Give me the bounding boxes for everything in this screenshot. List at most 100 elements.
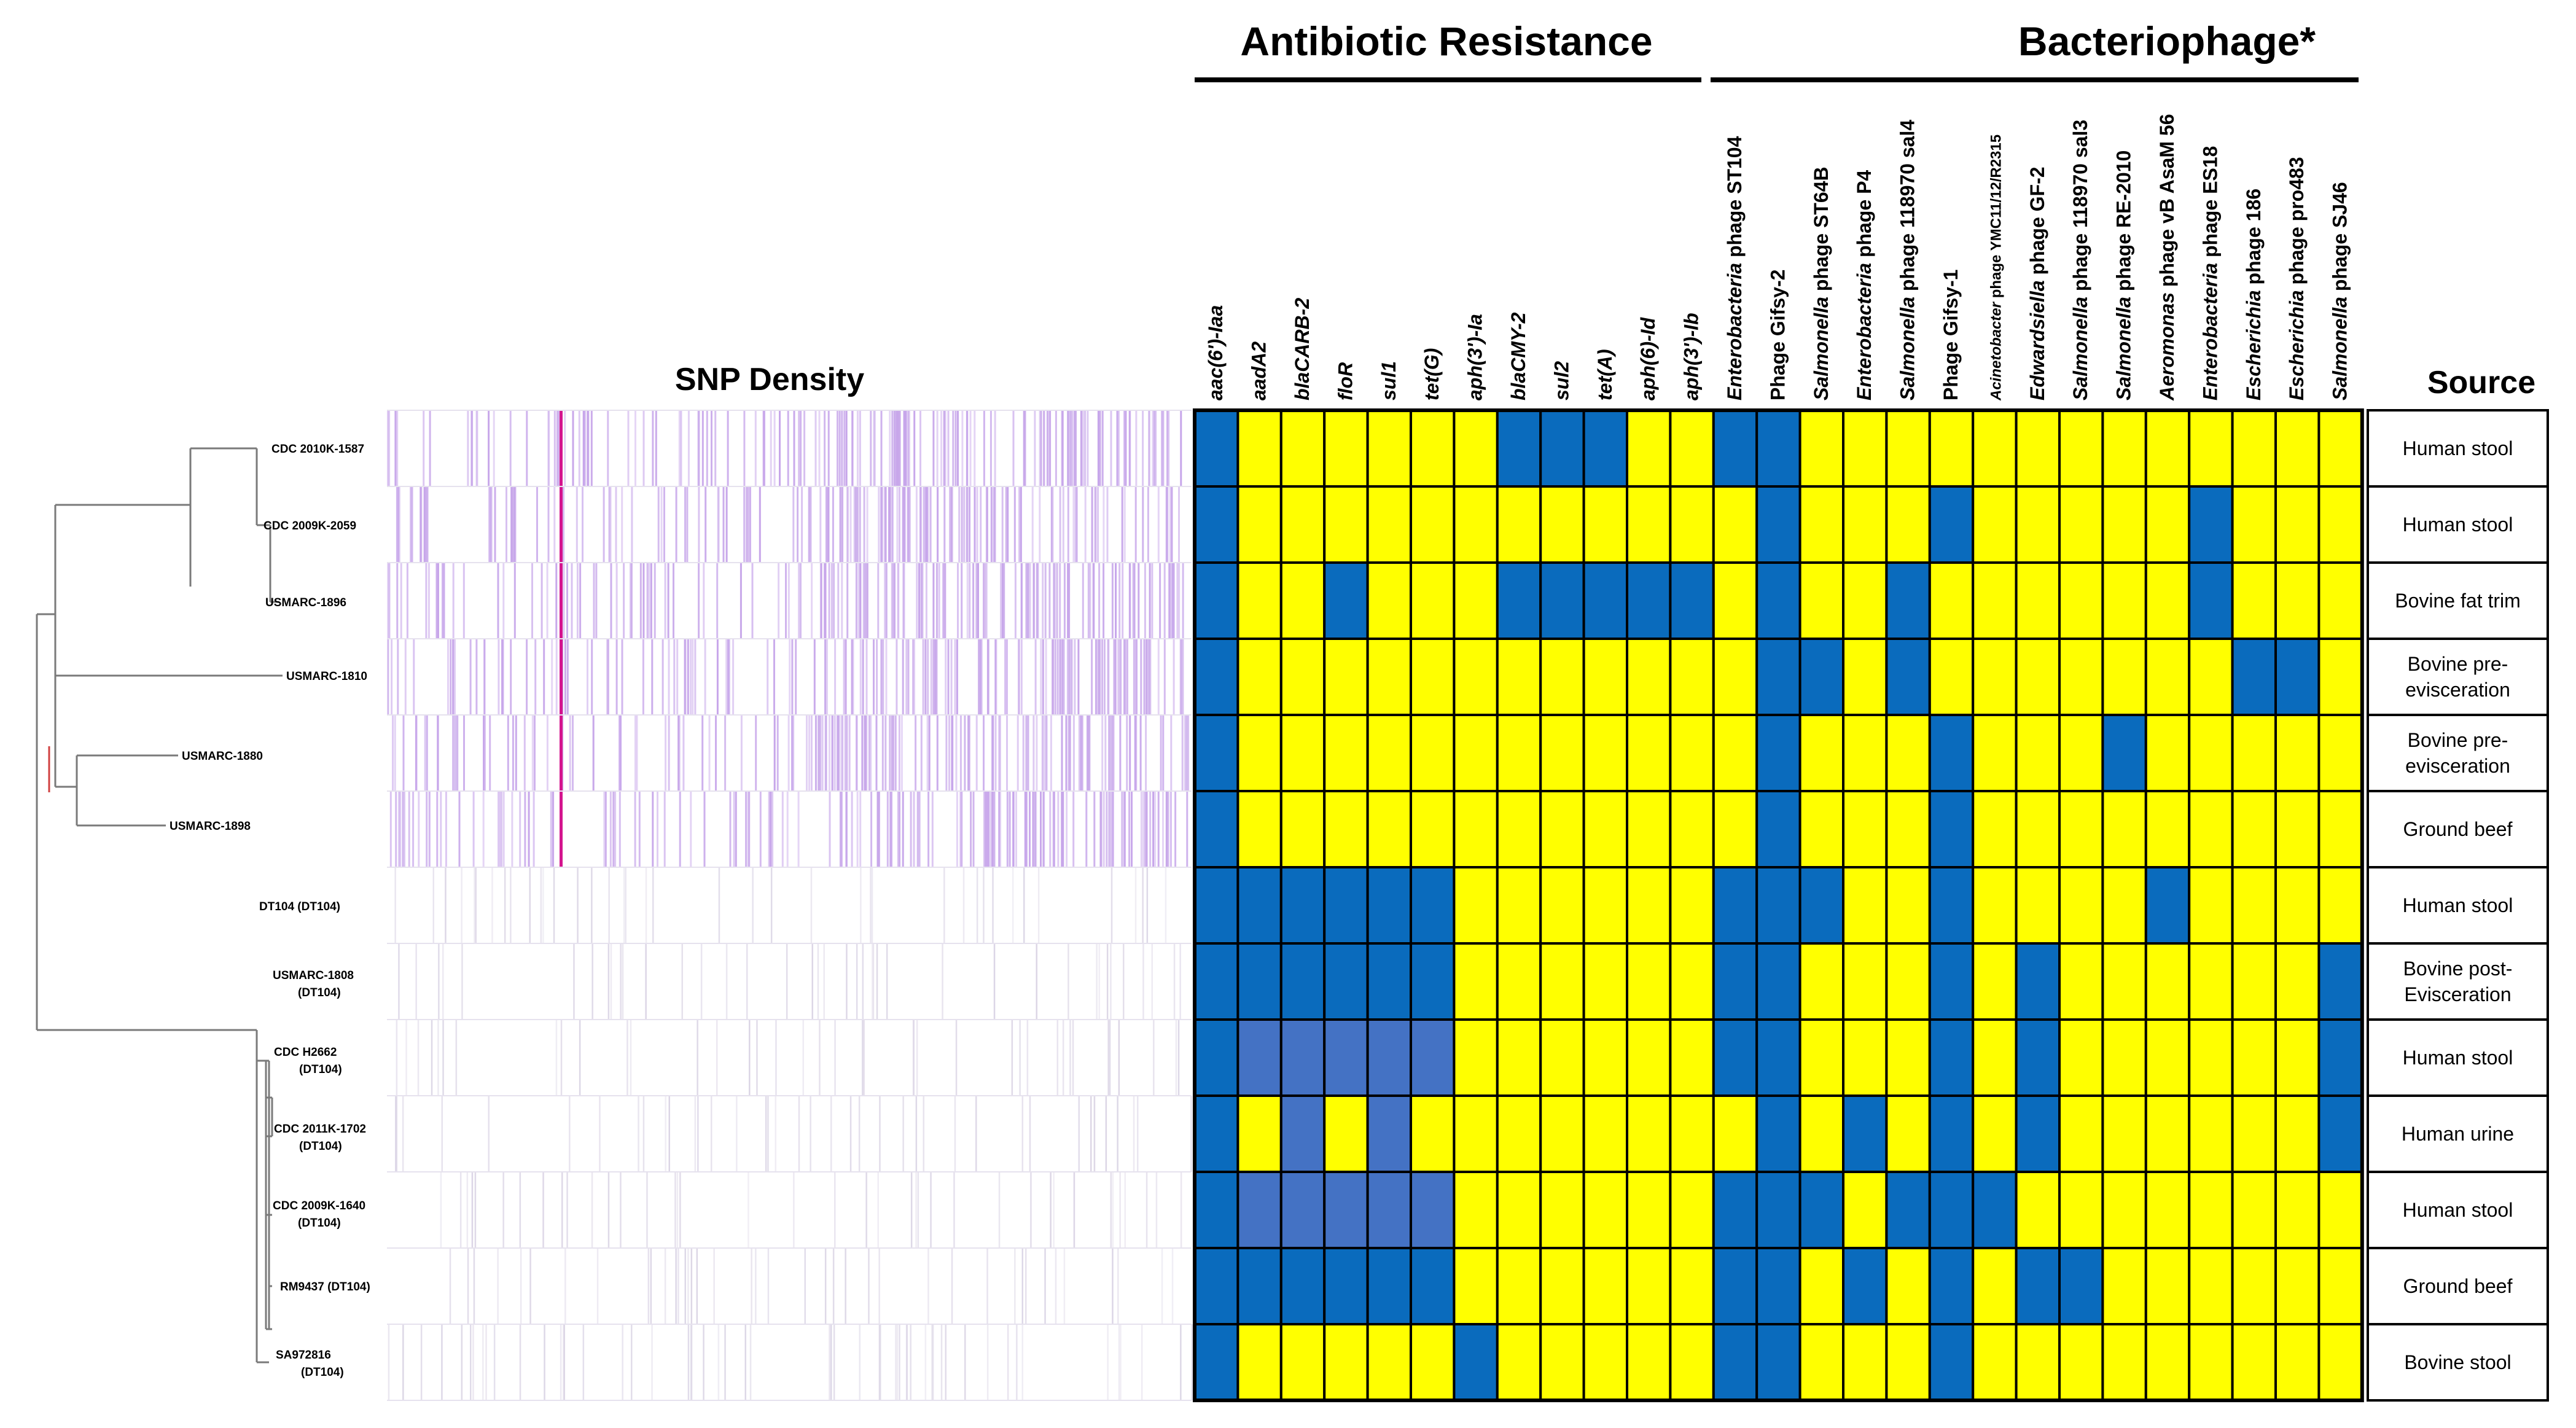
snp-tick	[564, 639, 566, 715]
antibiotic-cell	[1496, 561, 1542, 640]
snp-tick	[998, 715, 1000, 791]
snp-tick	[667, 563, 669, 639]
snp-tick	[630, 563, 633, 639]
snp-tick	[694, 639, 697, 715]
snp-tick	[824, 563, 825, 639]
snp-tick	[1042, 639, 1044, 715]
snp-tick	[1123, 943, 1125, 1020]
antibiotic-cell	[1539, 1171, 1585, 1249]
snp-tick	[795, 639, 797, 715]
snp-tick	[859, 639, 862, 715]
snp-tick	[820, 563, 822, 639]
snp-tick	[472, 791, 475, 867]
snp-tick	[978, 639, 980, 715]
phage-cell	[2144, 790, 2191, 868]
snp-tick	[833, 715, 836, 791]
snp-tick	[966, 563, 969, 639]
snp-tick	[768, 791, 770, 867]
snp-tick	[1180, 1324, 1182, 1400]
snp-tick	[603, 791, 606, 867]
snp-tick	[962, 867, 965, 943]
phage-cell	[2058, 1323, 2104, 1402]
snp-tick	[956, 791, 958, 867]
snp-tick	[975, 1096, 977, 1172]
snp-tick	[808, 486, 810, 563]
source-label: Bovine stool	[2404, 1351, 2511, 1373]
snp-tick	[925, 486, 927, 563]
snp-tick	[450, 639, 452, 715]
snp-tick	[1013, 486, 1016, 563]
antibiotic-gene-header: aadA2	[1248, 341, 1270, 400]
snp-tick	[412, 791, 415, 867]
snp-tick	[856, 715, 858, 791]
snp-tick	[426, 791, 428, 867]
phage-cell	[1842, 485, 1888, 564]
phage-cell	[2101, 638, 2147, 716]
phage-cell	[2231, 866, 2277, 945]
snp-tick	[403, 791, 405, 867]
snp-tick	[899, 486, 900, 563]
snp-tick	[441, 1096, 443, 1172]
antibiotic-cell	[1279, 1171, 1326, 1249]
snp-tick	[1016, 1324, 1018, 1400]
phage-cell	[2144, 1323, 2191, 1402]
snp-tick	[400, 563, 402, 639]
phage-cell	[2231, 714, 2277, 792]
snp-tick	[591, 867, 593, 943]
snp-tick	[848, 715, 851, 791]
phage-cell	[2101, 1094, 2147, 1173]
snp-tick	[1065, 715, 1067, 791]
phage-cell	[2188, 1094, 2234, 1173]
snp-tick	[905, 639, 908, 715]
snp-tick	[1050, 486, 1053, 563]
snp-tick	[470, 1324, 472, 1400]
antibiotic-cell	[1582, 1171, 1629, 1249]
phage-cell	[1928, 866, 1975, 945]
phage-cell	[2015, 1018, 2061, 1097]
phage-cell	[2101, 714, 2147, 792]
antibiotic-cell	[1193, 409, 1239, 488]
snp-tick	[625, 867, 626, 943]
phage-cell	[1972, 790, 2018, 868]
snp-tick	[927, 639, 929, 715]
snp-tick	[475, 410, 478, 486]
snp-tick	[861, 715, 864, 791]
snp-tick	[471, 1172, 474, 1248]
antibiotic-cell	[1582, 561, 1629, 640]
snp-tick	[513, 486, 515, 563]
snp-tick	[1029, 563, 1031, 639]
snp-tick	[864, 715, 867, 791]
phage-cell	[2015, 409, 2061, 488]
source-cell	[2367, 942, 2549, 1021]
snp-tick	[1114, 639, 1117, 715]
snp-tick	[1161, 1248, 1163, 1324]
source-cell	[2367, 485, 2549, 564]
snp-tick	[722, 486, 725, 563]
snp-tick	[1152, 791, 1155, 867]
snp-tick	[510, 486, 512, 563]
snp-tick	[550, 791, 552, 867]
snp-tick	[929, 486, 932, 563]
snp-tick	[1146, 791, 1148, 867]
snp-tick	[1054, 639, 1056, 715]
snp-tick	[529, 867, 531, 943]
antibiotic-cell	[1496, 1323, 1542, 1402]
phage-cell	[1755, 409, 1801, 488]
snp-tick	[603, 486, 605, 563]
snp-tick	[846, 943, 848, 1020]
snp-tick	[676, 1172, 679, 1248]
snp-tick	[1095, 486, 1097, 563]
snp-tick	[673, 639, 676, 715]
snp-tick	[1014, 563, 1017, 639]
snp-tick	[1018, 486, 1021, 563]
snp-tick	[1153, 410, 1155, 486]
phage-cell	[1798, 866, 1845, 945]
antibiotic-cell	[1582, 1323, 1629, 1402]
antibiotic-cell	[1279, 638, 1326, 716]
phage-cell	[2317, 866, 2363, 945]
snp-tick	[573, 943, 575, 1020]
phage-cell	[1885, 485, 1931, 564]
antibiotic-cell	[1496, 1247, 1542, 1325]
snp-tick	[650, 563, 652, 639]
snp-tick	[697, 1096, 699, 1172]
